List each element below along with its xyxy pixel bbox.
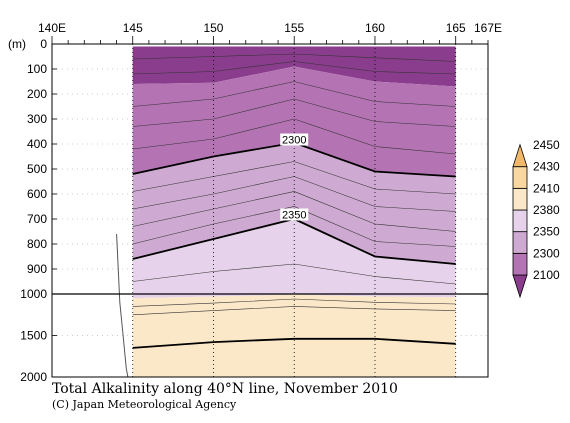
thin-contour-10	[132, 298, 456, 307]
colorbar-label-2430: 2430	[533, 160, 560, 174]
x-tick-label-145: 145	[123, 21, 143, 35]
colorbar-label-2410: 2410	[533, 181, 560, 195]
thin-contour-11	[132, 306, 456, 316]
y-axis-ticks: 0 100 200 300 400 500 600 700 800 900 1000 1500 2000…	[8, 37, 57, 384]
thin-contour-3	[132, 98, 456, 127]
thin-contours	[132, 53, 456, 316]
thin-contour-8	[132, 206, 456, 247]
station-grid-dots	[52, 44, 488, 377]
x-axis-ticks: 140E 145 150 155 160 165 167E	[38, 21, 502, 44]
thin-contour-1	[132, 61, 456, 75]
y-tick-label-1000: 1000	[20, 287, 47, 301]
plot-border	[51, 43, 489, 378]
chart-credit: (C) Japan Meteorological Agency	[52, 398, 237, 411]
thin-contour-5	[132, 161, 456, 195]
bold-contour-2410	[132, 337, 456, 349]
y-tick-label-700: 700	[27, 212, 47, 226]
contour-label-2350: 2350	[282, 210, 306, 222]
y-tick-label-900: 900	[27, 262, 47, 276]
colorbar-label-2350: 2350	[533, 225, 560, 239]
thin-contour-7	[132, 191, 456, 232]
y-tick-label-0: 0	[40, 37, 47, 51]
y-tick-label-1500: 1500	[20, 329, 47, 343]
x-tick-label-167: 167E	[474, 21, 502, 35]
y-tick-label-500: 500	[27, 162, 47, 176]
y-tick-label-200: 200	[27, 87, 47, 101]
band-2380	[132, 219, 456, 299]
y-tick-label-400: 400	[27, 137, 47, 151]
thin-contour-2	[132, 81, 456, 107]
colorbar: 2100 2300 2350 2380 2410 2430 2450	[512, 138, 560, 299]
y-tick-label-2000: 2000	[20, 370, 47, 384]
chart-title: Total Alkalinity along 40°N line, Novemb…	[52, 381, 398, 397]
colorbar-segment-2300	[512, 252, 528, 276]
colorbar-min-arrow	[512, 274, 528, 299]
plot-frame	[51, 43, 489, 378]
contour-label-2300: 2300	[282, 135, 306, 147]
x-tick-label-155: 155	[284, 21, 304, 35]
colorbar-label-2100: 2100	[533, 268, 560, 282]
contour-labels: 2300 2350	[280, 133, 309, 222]
contour-label-bg-2350	[280, 208, 309, 221]
bottom-profile	[116, 233, 129, 378]
colorbar-segment-2410	[512, 187, 528, 211]
y-tick-label-100: 100	[27, 62, 47, 76]
y-axis-unit: (m)	[8, 37, 26, 51]
x-tick-label-165: 165	[446, 21, 466, 35]
y-tick-label-800: 800	[27, 237, 47, 251]
colorbar-label-2450: 2450	[533, 138, 560, 152]
colorbar-max-arrow	[512, 143, 528, 168]
y-tick-label-300: 300	[27, 112, 47, 126]
x-tick-label-150: 150	[203, 21, 223, 35]
y-tick-label-600: 600	[27, 187, 47, 201]
colorbar-segment-2430	[512, 166, 528, 189]
colorbar-label-2300: 2300	[533, 246, 560, 260]
thin-contour-0	[132, 53, 456, 62]
colorbar-segment-2350	[512, 231, 528, 254]
contour-label-bg-2300	[280, 133, 309, 146]
colorbar-segment-2380	[512, 209, 528, 233]
colorbar-label-2380: 2380	[533, 203, 560, 217]
x-tick-label-140: 140E	[38, 21, 66, 35]
x-tick-label-160: 160	[365, 21, 385, 35]
thin-contour-4	[132, 118, 456, 155]
bottom-profile-line	[116, 233, 129, 378]
